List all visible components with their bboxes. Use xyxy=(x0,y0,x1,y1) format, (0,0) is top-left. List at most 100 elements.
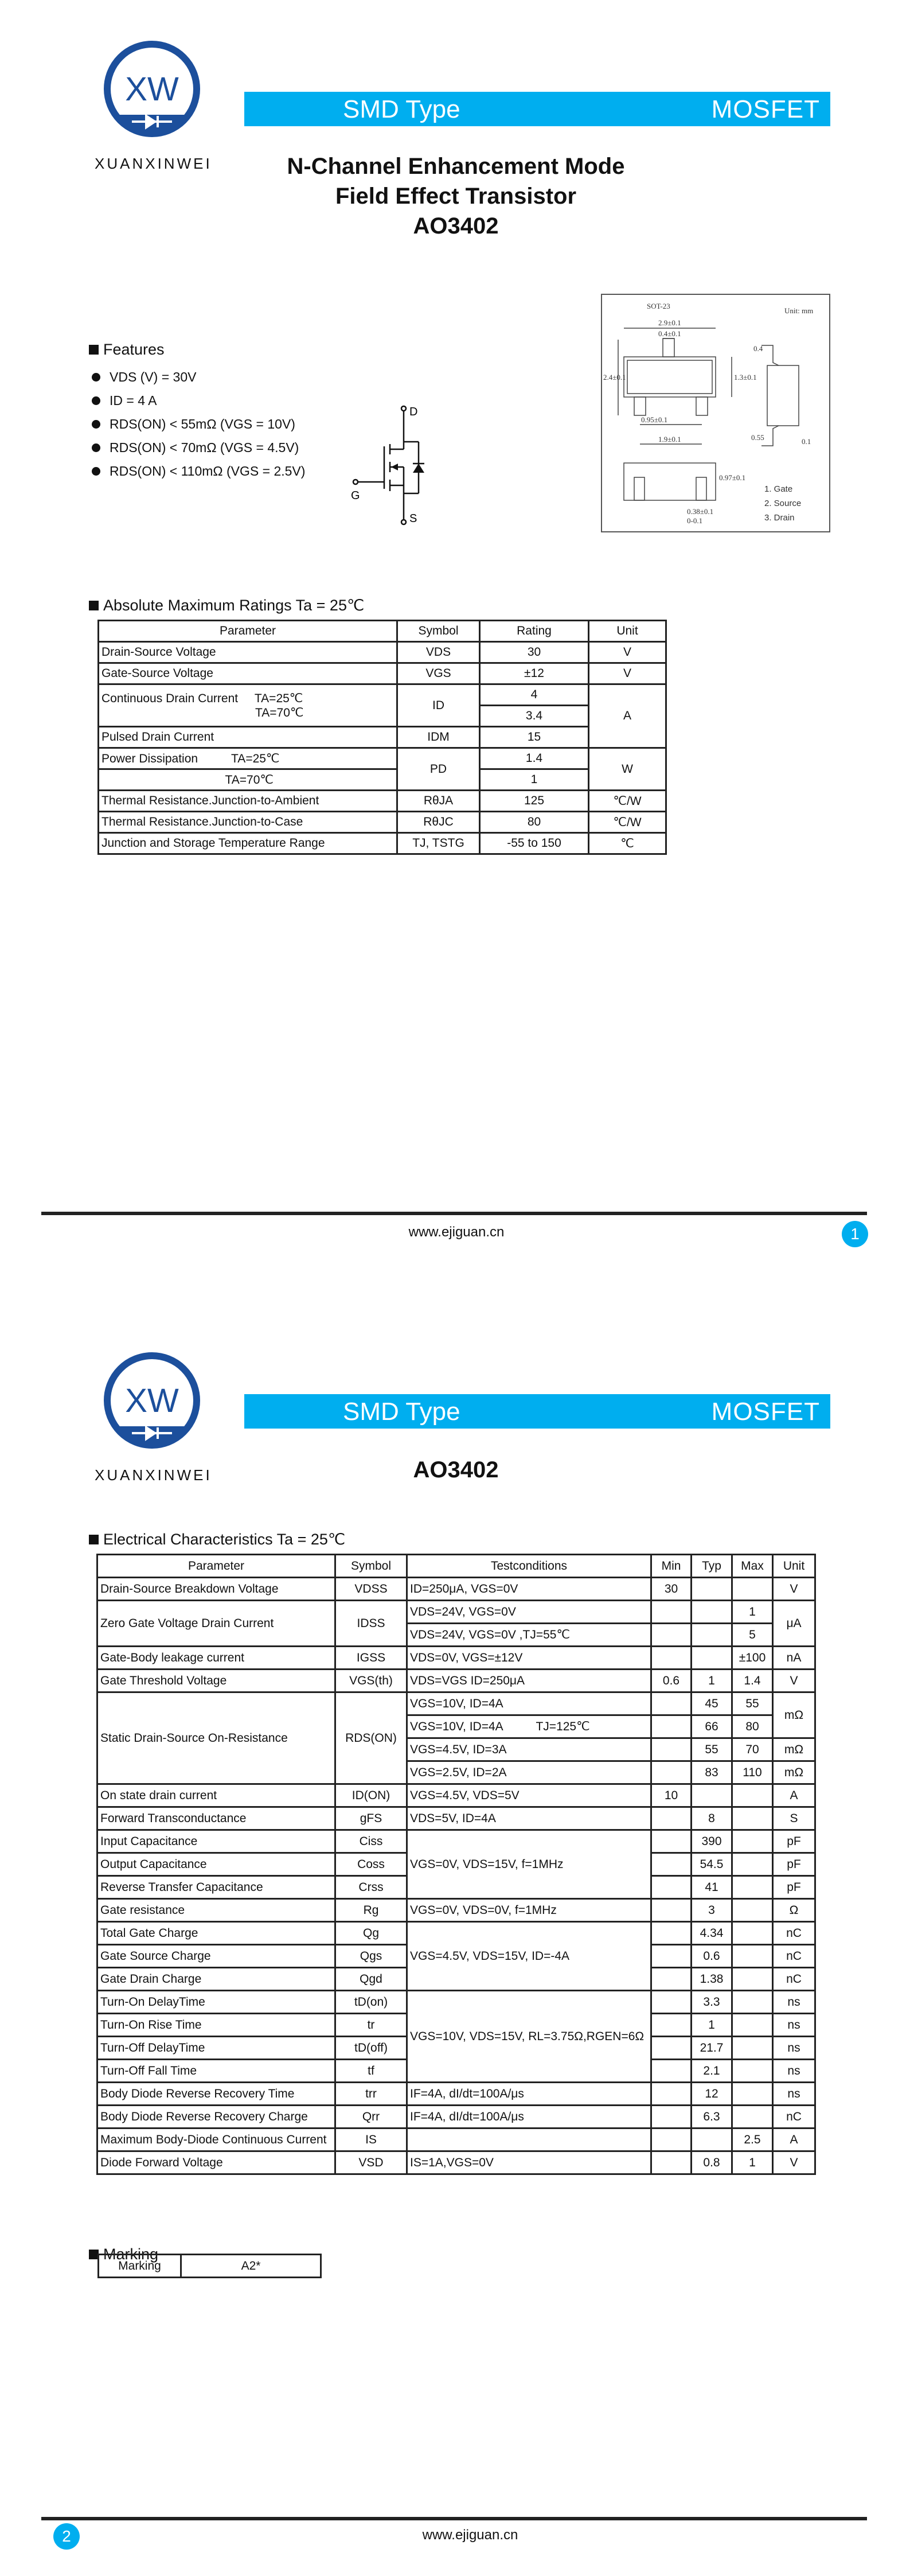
table-cell xyxy=(731,1806,774,1831)
table-cell: VGS=4.5V, VDS=5V xyxy=(406,1783,652,1808)
dimension-label: 0.4±0.1 xyxy=(658,329,681,338)
table-cell: Turn-Off Fall Time xyxy=(96,2059,336,2083)
table-cell: Body Diode Reverse Recovery Charge xyxy=(96,2104,336,2129)
table-cell: 0.6 xyxy=(690,1944,733,1968)
table-cell: VDSS xyxy=(334,1577,408,1601)
table-cell: nC xyxy=(772,1944,816,1968)
square-bullet-icon xyxy=(89,2250,99,2259)
table-cell xyxy=(731,2013,774,2037)
table-cell: 125 xyxy=(479,789,589,812)
square-bullet-icon xyxy=(89,1535,99,1544)
table-cell: mΩ xyxy=(772,1691,816,1739)
logo-wordmark: XUANXINWEI xyxy=(95,155,212,172)
pin-source-label: 2. Source xyxy=(764,499,801,508)
table-cell xyxy=(650,1875,692,1900)
table-cell: IDM xyxy=(396,726,481,749)
table-row: Marking A2* xyxy=(97,2254,322,2278)
feature-item: VDS (V) = 30V xyxy=(92,369,196,385)
dimension-label: 1.9±0.1 xyxy=(658,435,681,443)
table-cell: Rg xyxy=(334,1898,408,1923)
logo: XW XUANXINWEI xyxy=(95,1352,210,1489)
table-row: Diode Forward Voltage VSD IS=1A,VGS=0V 0.8 1… xyxy=(96,2150,816,2175)
table-cell: Forward Transconductance xyxy=(96,1806,336,1831)
table-cell: Gate Drain Charge xyxy=(96,1967,336,1991)
column-header: Symbol xyxy=(396,620,481,643)
table-cell xyxy=(650,1760,692,1785)
absolute-maximum-ratings-table: Parameter Symbol Rating Unit Drain-Source Vo… xyxy=(97,620,667,855)
table-cell: Thermal Resistance.Junction-to-Ambient xyxy=(97,789,398,812)
table-cell: IGSS xyxy=(334,1645,408,1670)
bullet-icon xyxy=(92,420,100,429)
table-row: Gate Threshold Voltage VGS(th) VDS=VGS ID=… xyxy=(96,1668,816,1693)
footer-url[interactable]: www.ejiguan.cn xyxy=(422,2527,518,2543)
table-cell xyxy=(690,1600,733,1624)
table-cell xyxy=(690,1645,733,1670)
table-row: Junction and Storage Temperature Range TJ… xyxy=(97,832,667,855)
logo-emblem: XW xyxy=(104,41,200,137)
column-header: Parameter xyxy=(97,620,398,643)
table-row: Turn-Off Fall Time tf 2.1 ns xyxy=(96,2059,816,2083)
header-band: SMD Type MOSFET xyxy=(244,92,830,126)
marking-table: Marking A2* xyxy=(97,2254,322,2278)
table-cell: S xyxy=(772,1806,816,1831)
bullet-icon xyxy=(92,443,100,452)
table-cell: Pulsed Drain Current xyxy=(97,726,398,749)
feature-item: RDS(ON) < 70mΩ (VGS = 4.5V) xyxy=(92,440,299,456)
table-cell: ns xyxy=(772,2036,816,2060)
feature-text: RDS(ON) < 110mΩ (VGS = 2.5V) xyxy=(110,464,306,478)
table-cell: 10 xyxy=(650,1783,692,1808)
table-cell xyxy=(731,1875,774,1900)
electrical-title: Electrical Characteristics Ta = 25℃ xyxy=(103,1531,346,1548)
package-outline-diagram: SOT-23 Unit: mm 2.9±0.1 0.4±0.1 2.4±0.1 … xyxy=(601,294,830,532)
table-cell: V xyxy=(772,2150,816,2175)
table-cell: VDS=24V, VGS=0V xyxy=(406,1600,652,1624)
dimension-label: 0-0.1 xyxy=(687,516,702,525)
table-cell: 15 xyxy=(479,726,589,749)
table-cell: Diode Forward Voltage xyxy=(96,2150,336,2175)
table-row: Drain-Source Breakdown Voltage VDSS ID=250… xyxy=(96,1577,816,1601)
table-cell: Qgs xyxy=(334,1944,408,1968)
table-cell: mΩ xyxy=(772,1737,816,1762)
table-cell: 1 xyxy=(731,1600,774,1624)
table-cell xyxy=(650,1944,692,1968)
table-cell: Ciss xyxy=(334,1829,408,1854)
page-number-badge: 1 xyxy=(842,1221,868,1247)
table-row: On state drain current ID(ON) VGS=4.5V, VD… xyxy=(96,1783,816,1808)
table-cell: nC xyxy=(772,2104,816,2129)
table-cell: Turn-Off DelayTime xyxy=(96,2036,336,2060)
table-cell: 12 xyxy=(690,2081,733,2106)
table-cell: VSD xyxy=(334,2150,408,2175)
table-cell xyxy=(650,1691,692,1716)
footer-url[interactable]: www.ejiguan.cn xyxy=(408,1224,505,1240)
table-row: Total Gate Charge Qg VGS=4.5V, VDS=15V, ID… xyxy=(96,1921,816,1991)
table-row: VGS=2.5V, ID=2A 83 110 mΩ xyxy=(97,1760,816,1785)
table-cell xyxy=(731,2104,774,2129)
table-cell: 3 xyxy=(690,1898,733,1923)
table-row: Body Diode Reverse Recovery Time trr IF=4A… xyxy=(96,2081,816,2106)
table-row: Drain-Source Voltage VDS 30 V xyxy=(97,641,667,664)
dimension-label: 0.95±0.1 xyxy=(641,415,667,424)
table-cell: V xyxy=(772,1577,816,1601)
table-cell: VGS=4.5V, ID=3A xyxy=(406,1737,652,1762)
table-cell xyxy=(690,1577,733,1601)
table-cell: ns xyxy=(772,2013,816,2037)
table-cell: VDS=0V, VGS=±12V xyxy=(406,1645,652,1670)
table-cell: Turn-On Rise Time xyxy=(96,2013,336,2037)
table-row: Continuous Drain Current TA=25℃ TA=70℃ ID… xyxy=(97,683,667,749)
table-header-row: Parameter Symbol Rating Unit xyxy=(97,620,667,643)
smd-type-label: SMD Type xyxy=(343,95,460,123)
table-cell: VGS=0V, VDS=0V, f=1MHz xyxy=(406,1898,652,1923)
table-cell: IS xyxy=(334,2127,408,2152)
feature-item: ID = 4 A xyxy=(92,393,157,408)
table-row: Input Capacitance Ciss VGS=0V, VDS=15V, f=… xyxy=(96,1829,816,1900)
table-cell: V xyxy=(772,1668,816,1693)
table-cell: ns xyxy=(772,2059,816,2083)
table-cell: 80 xyxy=(731,1714,774,1739)
table-cell xyxy=(731,1944,774,1968)
table-cell xyxy=(650,1829,692,1854)
column-header: Testconditions xyxy=(406,1554,652,1578)
table-cell: 0.8 xyxy=(690,2150,733,2175)
column-header: Min xyxy=(650,1554,692,1578)
table-cell: Power Dissipation TA=25℃ xyxy=(97,747,398,770)
table-cell: Reverse Transfer Capacitance xyxy=(96,1875,336,1900)
